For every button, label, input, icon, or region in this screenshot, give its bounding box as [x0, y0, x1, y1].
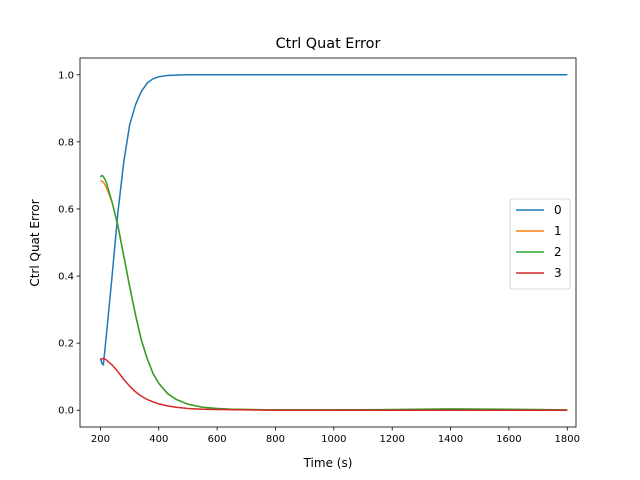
- legend-label-2: 2: [554, 245, 562, 259]
- x-tick-label: 1600: [496, 434, 521, 445]
- plot-area: 200 400 600 800 1000 1200 1400 1600 1800 0.0 0.2 0.…: [58, 57, 580, 445]
- y-tick-label: 0.6: [58, 204, 74, 215]
- x-tick-label: 1000: [321, 434, 346, 445]
- series-line-1: [100, 179, 568, 411]
- y-tick-label: 0.0: [58, 406, 74, 417]
- y-axis-title: Ctrl Quat Error: [28, 199, 42, 286]
- legend-box: [509, 198, 571, 290]
- chart-title: Ctrl Quat Error: [276, 36, 381, 52]
- series-line-3: [100, 357, 568, 411]
- y-tick-label: 0.4: [58, 272, 74, 283]
- axes-frame: [79, 57, 577, 428]
- legend-label-3: 3: [554, 266, 562, 280]
- y-tick-label: 1.0: [58, 70, 74, 81]
- x-tick-label: 1400: [438, 434, 463, 445]
- legend-label-1: 1: [554, 224, 562, 238]
- x-tick-label: 800: [266, 434, 285, 445]
- x-tick-label: 1800: [555, 434, 580, 445]
- x-axis-title: Time (s): [303, 456, 353, 470]
- x-tick-label: 400: [149, 434, 168, 445]
- legend-label-0: 0: [554, 203, 562, 217]
- x-tick-label: 1200: [379, 434, 404, 445]
- x-tick-label: 200: [91, 434, 110, 445]
- series-line-2: [99, 174, 568, 411]
- y-tick-label: 0.2: [58, 339, 74, 350]
- x-tick-label: 600: [208, 434, 227, 445]
- y-tick-label: 0.8: [58, 137, 74, 148]
- series-line-0: [99, 74, 568, 366]
